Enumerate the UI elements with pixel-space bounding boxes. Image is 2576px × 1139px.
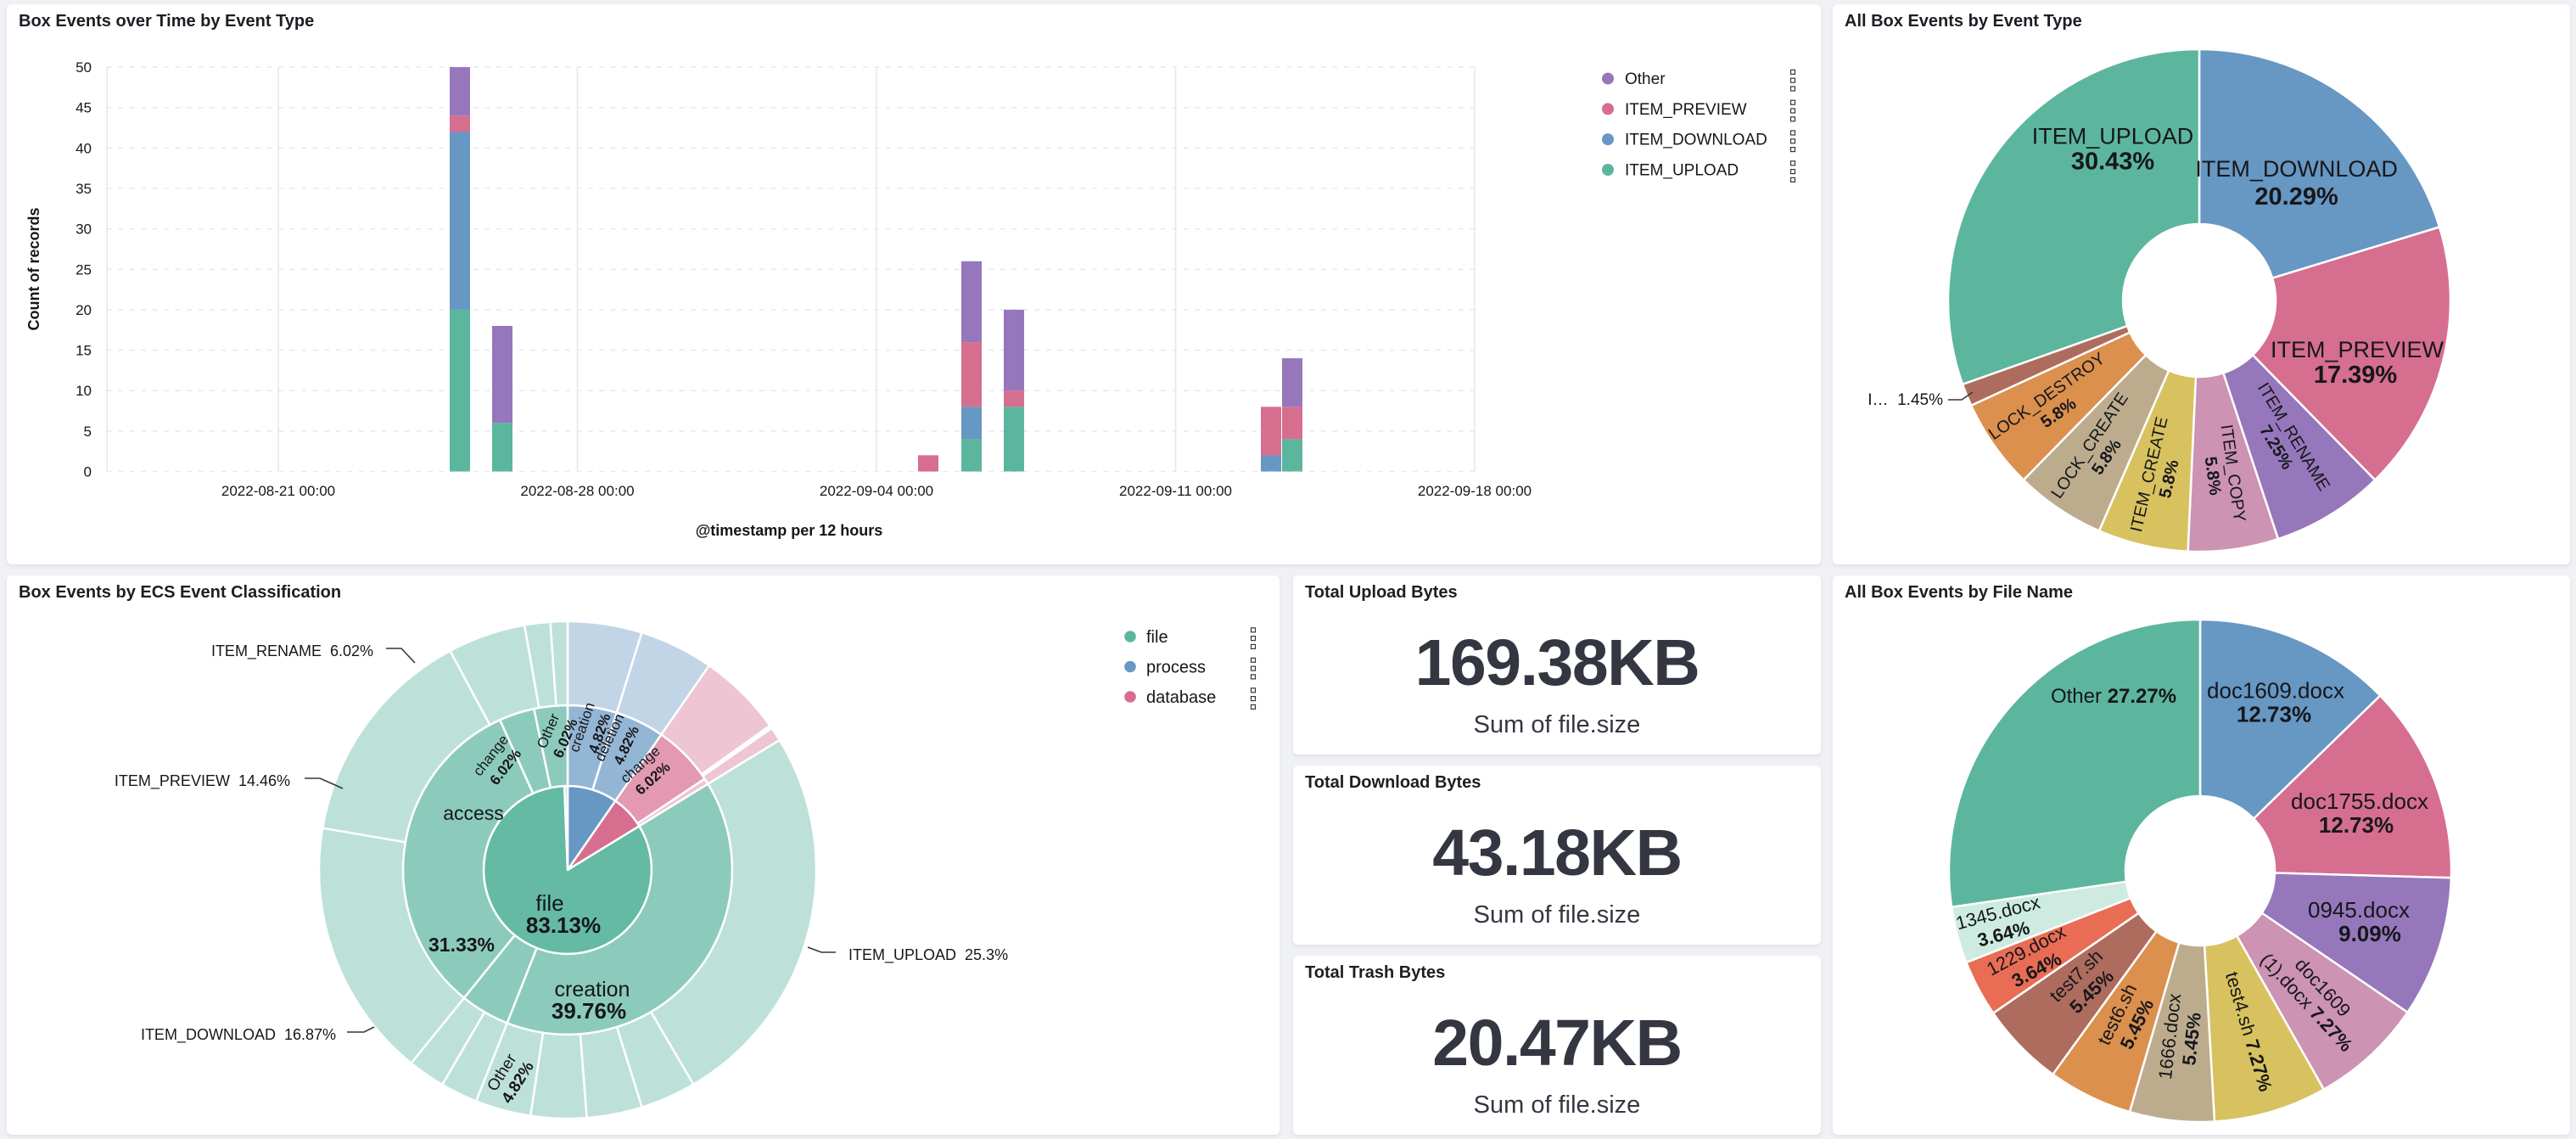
svg-text:2022-08-21 00:00: 2022-08-21 00:00: [221, 483, 335, 499]
svg-text:12.73%: 12.73%: [2237, 702, 2311, 727]
svg-text:I… 1.45%: I… 1.45%: [1868, 391, 1943, 409]
svg-text:2022-08-28 00:00: 2022-08-28 00:00: [520, 483, 634, 499]
svg-text:31.33%: 31.33%: [428, 934, 495, 956]
svg-text:ITEM_PREVIEW: ITEM_PREVIEW: [2271, 337, 2444, 362]
svg-text:25: 25: [76, 261, 92, 278]
svg-text:0: 0: [84, 464, 92, 480]
svg-text:ITEM_PREVIEW: ITEM_PREVIEW: [1625, 101, 1747, 119]
svg-text:5: 5: [84, 424, 92, 440]
svg-text:20: 20: [76, 302, 92, 318]
svg-text:30: 30: [76, 222, 92, 238]
svg-text:process: process: [1146, 659, 1206, 677]
svg-text:@timestamp per 12 hours: @timestamp per 12 hours: [696, 522, 883, 539]
svg-text:Other 27.27%: Other 27.27%: [2051, 685, 2176, 708]
svg-text:12.73%: 12.73%: [2319, 812, 2394, 838]
svg-text:0945.docx: 0945.docx: [2308, 897, 2410, 923]
svg-text:2022-09-04 00:00: 2022-09-04 00:00: [820, 483, 933, 499]
svg-text:file: file: [535, 890, 563, 916]
svg-text:file: file: [1146, 628, 1168, 647]
svg-text:doc1755.docx: doc1755.docx: [2291, 788, 2428, 814]
svg-text:ITEM_DOWNLOAD: ITEM_DOWNLOAD: [2195, 156, 2398, 182]
svg-text:access: access: [443, 802, 504, 824]
svg-text:ITEM_RENAME 6.02%: ITEM_RENAME 6.02%: [211, 642, 373, 660]
svg-text:ITEM_UPLOAD 25.3%: ITEM_UPLOAD 25.3%: [848, 946, 1008, 964]
svg-text:9.09%: 9.09%: [2338, 921, 2401, 946]
svg-text:39.76%: 39.76%: [552, 998, 626, 1024]
svg-text:30.43%: 30.43%: [2071, 149, 2155, 176]
svg-text:ITEM_PREVIEW 14.46%: ITEM_PREVIEW 14.46%: [115, 772, 290, 790]
svg-text:creation: creation: [555, 978, 630, 1002]
svg-text:10: 10: [76, 383, 92, 399]
svg-text:database: database: [1146, 688, 1216, 707]
svg-text:2022-09-11 00:00: 2022-09-11 00:00: [1119, 483, 1232, 499]
svg-text:50: 50: [76, 59, 92, 76]
svg-text:Count of records: Count of records: [25, 207, 42, 330]
svg-text:15: 15: [76, 343, 92, 359]
svg-text:83.13%: 83.13%: [526, 912, 601, 938]
svg-text:doc1609.docx: doc1609.docx: [2207, 678, 2344, 704]
svg-text:45: 45: [76, 100, 92, 116]
svg-text:17.39%: 17.39%: [2314, 362, 2398, 389]
svg-text:ITEM_UPLOAD: ITEM_UPLOAD: [2032, 124, 2194, 149]
svg-text:20.29%: 20.29%: [2254, 183, 2338, 210]
svg-text:2022-09-18 00:00: 2022-09-18 00:00: [1418, 483, 1532, 499]
svg-text:Other: Other: [1625, 70, 1666, 88]
svg-text:35: 35: [76, 181, 92, 197]
svg-text:ITEM_UPLOAD: ITEM_UPLOAD: [1625, 162, 1739, 180]
svg-text:ITEM_DOWNLOAD: ITEM_DOWNLOAD: [1625, 132, 1767, 149]
svg-text:ITEM_DOWNLOAD 16.87%: ITEM_DOWNLOAD 16.87%: [141, 1026, 336, 1044]
svg-text:40: 40: [76, 140, 92, 156]
